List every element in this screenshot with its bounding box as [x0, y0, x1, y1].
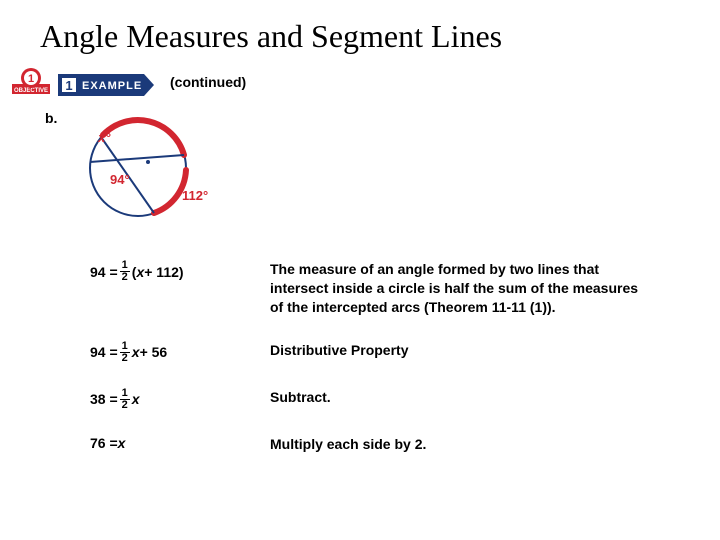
example-badge: 1 EXAMPLE: [58, 74, 154, 96]
frac-den: 2: [120, 272, 130, 283]
eq-prefix: 94 =: [90, 344, 118, 360]
frac-num: 1: [120, 388, 130, 400]
eq-var: x: [132, 391, 140, 407]
badges-row: OBJECTIVE 1 1 EXAMPLE: [10, 66, 154, 104]
equation: 76 = x: [90, 435, 270, 451]
continued-label: (continued): [170, 74, 246, 90]
equation: 94 = 1 2 ( x + 112): [90, 260, 270, 283]
reason: Distributive Property: [270, 341, 650, 360]
section-label: b.: [45, 110, 57, 126]
reason: The measure of an angle formed by two li…: [270, 260, 650, 317]
step-row: 38 = 1 2 x Subtract.: [90, 388, 650, 411]
frac-num: 1: [120, 341, 130, 353]
circle-diagram: x° 94° 112°: [80, 110, 230, 230]
diagram-label-112: 112°: [182, 188, 208, 203]
fraction: 1 2: [120, 341, 130, 364]
diagram-center-dot: [146, 160, 150, 164]
eq-suffix: + 112): [144, 264, 183, 280]
page-title: Angle Measures and Segment Lines: [40, 18, 502, 55]
steps-list: 94 = 1 2 ( x + 112) The measure of an an…: [90, 260, 650, 478]
step-row: 94 = 1 2 x + 56 Distributive Property: [90, 341, 650, 364]
example-number: 1: [65, 78, 72, 93]
eq-suffix: + 56: [140, 344, 168, 360]
frac-den: 2: [120, 400, 130, 411]
objective-text: OBJECTIVE: [14, 88, 48, 94]
step-row: 94 = 1 2 ( x + 112) The measure of an an…: [90, 260, 650, 317]
reason: Multiply each side by 2.: [270, 435, 650, 454]
objective-badge: OBJECTIVE 1: [10, 66, 52, 104]
objective-number: 1: [28, 73, 34, 85]
eq-prefix: 94 =: [90, 264, 118, 280]
eq-prefix: 76 =: [90, 435, 118, 451]
eq-prefix: 38 =: [90, 391, 118, 407]
diagram-label-x: x°: [97, 130, 111, 145]
eq-var: x: [136, 264, 144, 280]
diagram-label-94: 94°: [110, 172, 130, 187]
step-row: 76 = x Multiply each side by 2.: [90, 435, 650, 454]
frac-den: 2: [120, 353, 130, 364]
equation: 94 = 1 2 x + 56: [90, 341, 270, 364]
eq-var: x: [132, 344, 140, 360]
fraction: 1 2: [120, 260, 130, 283]
example-text: EXAMPLE: [82, 80, 142, 92]
eq-var: x: [118, 435, 126, 451]
reason: Subtract.: [270, 388, 650, 407]
equation: 38 = 1 2 x: [90, 388, 270, 411]
fraction: 1 2: [120, 388, 130, 411]
